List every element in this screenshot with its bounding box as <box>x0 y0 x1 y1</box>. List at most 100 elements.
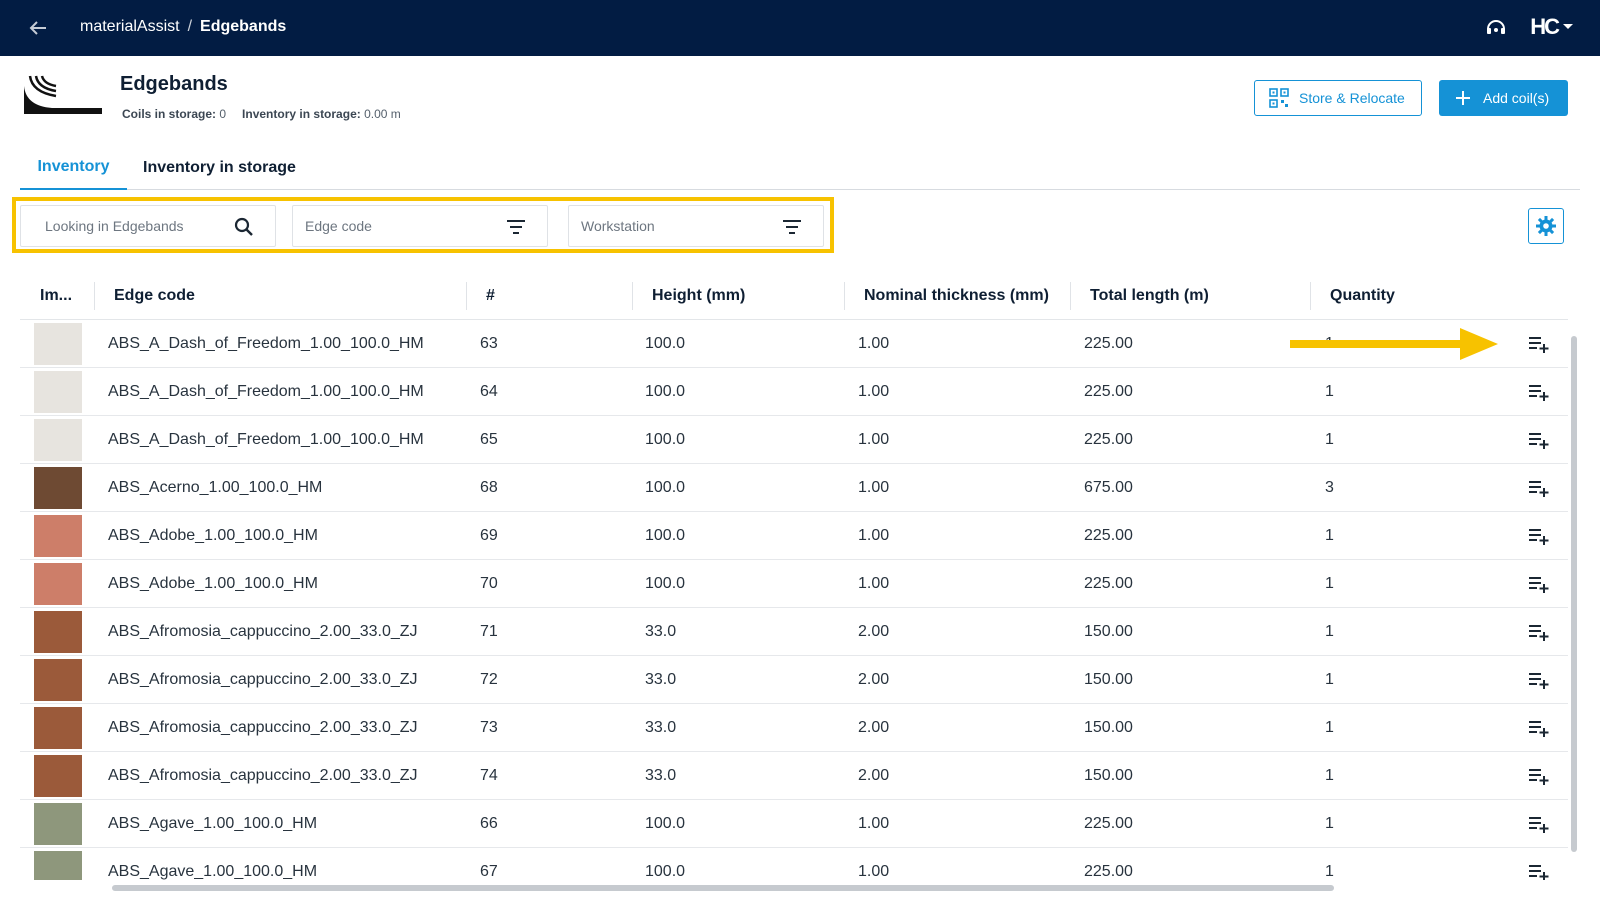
height-cell: 100.0 <box>645 527 686 544</box>
height-cell: 33.0 <box>645 719 677 736</box>
number-cell: 66 <box>480 815 498 832</box>
column-header-edge-code[interactable]: Edge code <box>94 272 454 320</box>
edgeband-thumbnail <box>34 611 82 653</box>
search-input[interactable]: Looking in Edgebands <box>20 205 276 247</box>
table-row[interactable]: ABS_Acerno_1.00_100.0_HM 68 100.0 1.00 675.0… <box>20 464 1568 512</box>
total-length-cell: 225.00 <box>1084 815 1133 832</box>
store-relocate-button[interactable]: Store & Relocate <box>1254 80 1422 116</box>
store-relocate-label: Store & Relocate <box>1299 90 1405 106</box>
add-to-queue-icon[interactable] <box>1528 526 1550 546</box>
total-length-cell: 225.00 <box>1084 383 1133 400</box>
height-cell: 33.0 <box>645 767 677 784</box>
page-title: Edgebands <box>120 73 228 95</box>
user-menu[interactable]: HC <box>1530 14 1574 40</box>
column-header-quantity[interactable]: Quantity <box>1310 272 1550 320</box>
column-header-number-label: # <box>486 287 495 304</box>
breadcrumb-app[interactable]: materialAssist <box>80 18 180 35</box>
add-to-queue-icon[interactable] <box>1528 718 1550 738</box>
thickness-cell: 1.00 <box>858 431 890 448</box>
table-body: ABS_A_Dash_of_Freedom_1.00_100.0_HM 63 100… <box>20 320 1568 880</box>
thickness-cell: 2.00 <box>858 767 890 784</box>
chevron-down-icon <box>1563 24 1573 29</box>
coils-label: Coils in storage: <box>122 107 217 121</box>
edge-code-filter[interactable]: Edge code <box>292 205 548 247</box>
table-row[interactable]: ABS_Adobe_1.00_100.0_HM 69 100.0 1.00 225.00… <box>20 512 1568 560</box>
column-header-number[interactable]: # <box>466 272 626 320</box>
column-header-edge-code-label: Edge code <box>114 287 195 304</box>
add-to-queue-icon[interactable] <box>1528 382 1550 402</box>
number-cell: 68 <box>480 479 498 496</box>
edge-code-cell: ABS_Agave_1.00_100.0_HM <box>108 815 318 832</box>
horizontal-scrollbar-thumb[interactable] <box>112 885 1334 891</box>
filter-icon[interactable] <box>781 216 803 238</box>
add-to-queue-icon[interactable] <box>1528 862 1550 880</box>
column-header-thickness[interactable]: Nominal thickness (mm) <box>844 272 1064 320</box>
quantity-cell: 1 <box>1325 719 1334 736</box>
add-to-queue-icon[interactable] <box>1528 766 1550 786</box>
quantity-cell: 1 <box>1325 623 1334 640</box>
breadcrumb: materialAssist / Edgebands <box>80 18 286 36</box>
table-row[interactable]: ABS_Agave_1.00_100.0_HM 66 100.0 1.00 225.00… <box>20 800 1568 848</box>
breadcrumb-current: Edgebands <box>200 18 287 35</box>
back-arrow-icon[interactable] <box>26 16 50 40</box>
filter-highlight <box>12 197 834 253</box>
workstation-filter[interactable]: Workstation <box>568 205 824 247</box>
add-to-queue-icon[interactable] <box>1528 334 1550 354</box>
height-cell: 100.0 <box>645 383 686 400</box>
edgeband-thumbnail <box>34 851 82 880</box>
table-row[interactable]: ABS_Afromosia_cappuccino_2.00_33.0_ZJ 72 3… <box>20 656 1568 704</box>
column-header-image[interactable]: Im... <box>40 287 73 304</box>
tab-inventory[interactable]: Inventory <box>20 146 127 190</box>
horizontal-scrollbar[interactable] <box>20 882 1568 894</box>
height-cell: 100.0 <box>645 431 686 448</box>
add-to-queue-icon[interactable] <box>1528 622 1550 642</box>
thickness-cell: 1.00 <box>858 815 890 832</box>
total-length-cell: 225.00 <box>1084 431 1133 448</box>
column-header-total-length[interactable]: Total length (m) <box>1070 272 1310 320</box>
edgeband-thumbnail <box>34 563 82 605</box>
filter-icon[interactable] <box>505 216 527 238</box>
height-cell: 100.0 <box>645 815 686 832</box>
total-length-cell: 225.00 <box>1084 863 1133 880</box>
number-cell: 63 <box>480 335 498 352</box>
height-cell: 33.0 <box>645 671 677 688</box>
edge-code-cell: ABS_Acerno_1.00_100.0_HM <box>108 479 323 496</box>
tab-inventory-in-storage[interactable]: Inventory in storage <box>143 159 296 176</box>
add-to-queue-icon[interactable] <box>1528 574 1550 594</box>
yellow-arrow-annotation <box>1290 328 1498 360</box>
number-cell: 72 <box>480 671 498 688</box>
table-row[interactable]: ABS_A_Dash_of_Freedom_1.00_100.0_HM 64 100… <box>20 368 1568 416</box>
table-row[interactable]: ABS_Agave_1.00_100.0_HM 67 100.0 1.00 225.00… <box>20 848 1568 880</box>
edgeband-thumbnail <box>34 371 82 413</box>
number-cell: 70 <box>480 575 498 592</box>
vertical-scrollbar-thumb[interactable] <box>1571 336 1577 852</box>
add-to-queue-icon[interactable] <box>1528 670 1550 690</box>
column-header-total-length-label: Total length (m) <box>1090 287 1209 304</box>
table-settings-button[interactable] <box>1528 208 1564 244</box>
add-to-queue-icon[interactable] <box>1528 478 1550 498</box>
total-length-cell: 150.00 <box>1084 767 1133 784</box>
table-row[interactable]: ABS_Afromosia_cappuccino_2.00_33.0_ZJ 74 3… <box>20 752 1568 800</box>
top-bar: materialAssist / Edgebands HC <box>0 0 1600 56</box>
column-header-height[interactable]: Height (mm) <box>632 272 832 320</box>
inventory-value: 0.00 m <box>364 107 401 121</box>
height-cell: 33.0 <box>645 623 677 640</box>
table-row[interactable]: ABS_Afromosia_cappuccino_2.00_33.0_ZJ 73 3… <box>20 704 1568 752</box>
table-row[interactable]: ABS_Afromosia_cappuccino_2.00_33.0_ZJ 71 3… <box>20 608 1568 656</box>
number-cell: 73 <box>480 719 498 736</box>
workstation-placeholder: Workstation <box>581 218 655 234</box>
search-icon[interactable] <box>233 216 255 238</box>
add-coils-button[interactable]: Add coil(s) <box>1439 80 1568 116</box>
add-to-queue-icon[interactable] <box>1528 814 1550 834</box>
number-cell: 67 <box>480 863 498 880</box>
column-header-height-label: Height (mm) <box>652 287 746 304</box>
height-cell: 100.0 <box>645 575 686 592</box>
quantity-cell: 1 <box>1325 575 1334 592</box>
support-headset-icon[interactable] <box>1484 15 1508 39</box>
add-to-queue-icon[interactable] <box>1528 430 1550 450</box>
table-row[interactable]: ABS_A_Dash_of_Freedom_1.00_100.0_HM 65 100… <box>20 416 1568 464</box>
edge-code-cell: ABS_Afromosia_cappuccino_2.00_33.0_ZJ <box>108 623 418 640</box>
thickness-cell: 1.00 <box>858 335 890 352</box>
table-row[interactable]: ABS_Adobe_1.00_100.0_HM 70 100.0 1.00 225.00… <box>20 560 1568 608</box>
vertical-scrollbar[interactable] <box>1568 322 1580 878</box>
